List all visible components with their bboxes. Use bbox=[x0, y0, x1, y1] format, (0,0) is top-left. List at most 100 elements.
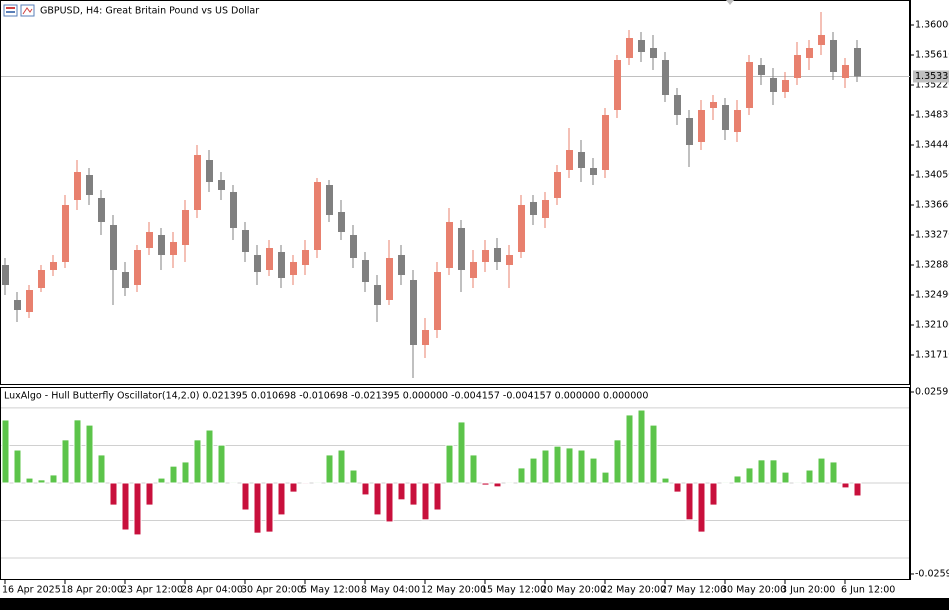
candle-body bbox=[50, 262, 57, 270]
candle-body bbox=[218, 180, 225, 190]
candle-body bbox=[206, 160, 213, 182]
histogram-bar bbox=[613, 439, 622, 484]
histogram-bar bbox=[61, 439, 70, 484]
x-tick-label: 8 May 04:00 bbox=[361, 585, 420, 596]
y-tick-label: 1.36000 bbox=[915, 20, 949, 31]
candle-body bbox=[590, 168, 597, 175]
histogram-bar bbox=[829, 461, 838, 484]
y-tick-label: 1.33660 bbox=[915, 200, 949, 211]
histogram-bar bbox=[625, 414, 634, 484]
histogram-bar bbox=[241, 482, 250, 511]
histogram-bar bbox=[481, 482, 490, 486]
histogram-bar bbox=[553, 445, 562, 484]
histogram-bar bbox=[73, 419, 82, 484]
histogram-bar bbox=[433, 482, 442, 511]
histogram-bar bbox=[769, 459, 778, 484]
candle-body bbox=[326, 185, 333, 215]
candle-body bbox=[650, 48, 657, 58]
candle-body bbox=[374, 285, 381, 305]
icon bbox=[20, 4, 35, 17]
histogram-bar bbox=[97, 454, 106, 484]
y-tick-label: 1.34050 bbox=[915, 170, 949, 181]
y-tick-label: 1.35610 bbox=[915, 50, 949, 61]
histogram-bar bbox=[817, 457, 826, 484]
histogram-bar bbox=[517, 467, 526, 484]
candle-body bbox=[62, 205, 69, 262]
histogram-bar bbox=[469, 454, 478, 484]
histogram-bar bbox=[397, 482, 406, 501]
histogram-bar bbox=[685, 482, 694, 521]
candle-body bbox=[170, 242, 177, 255]
y-tick-label: 1.34440 bbox=[915, 140, 949, 151]
candle-body bbox=[278, 252, 285, 278]
candle-body bbox=[638, 40, 645, 52]
histogram-bar bbox=[217, 444, 226, 484]
histogram-bar bbox=[589, 457, 598, 484]
histogram-bar bbox=[313, 481, 322, 484]
x-tick-label: 30 May 20:00 bbox=[721, 585, 786, 596]
x-tick-label: 20 May 20:00 bbox=[541, 585, 606, 596]
candle-body bbox=[698, 110, 705, 142]
candle-body bbox=[734, 110, 741, 132]
histogram-bar bbox=[577, 449, 586, 484]
shift-marker bbox=[726, 0, 734, 5]
icon bbox=[6, 11, 15, 13]
histogram-bar bbox=[253, 482, 262, 534]
histogram-bar bbox=[697, 482, 706, 533]
histogram-bar bbox=[121, 482, 130, 531]
candle-body bbox=[98, 198, 105, 222]
candle-body bbox=[350, 235, 357, 258]
x-tick-label: 16 Apr 2025 bbox=[2, 585, 61, 596]
histogram-bar bbox=[853, 482, 862, 497]
histogram-bar bbox=[457, 421, 466, 484]
price-pane-frame bbox=[0, 0, 910, 385]
histogram-bar bbox=[349, 469, 358, 484]
candle-body bbox=[686, 118, 693, 145]
histogram-bar bbox=[421, 482, 430, 521]
histogram-bar bbox=[757, 459, 766, 484]
candle-body bbox=[398, 255, 405, 275]
candle-body bbox=[302, 250, 309, 265]
candle-body bbox=[758, 65, 765, 75]
candle-body bbox=[626, 38, 633, 58]
candle-body bbox=[770, 78, 777, 92]
histogram-bar bbox=[721, 481, 730, 484]
histogram-bar bbox=[445, 444, 454, 484]
candle-body bbox=[434, 272, 441, 330]
candle-body bbox=[134, 250, 141, 285]
candle-body bbox=[266, 248, 273, 270]
oscillator-pane-frame bbox=[0, 387, 910, 580]
candle-body bbox=[554, 172, 561, 198]
candle-body bbox=[470, 262, 477, 278]
histogram-bar bbox=[673, 482, 682, 493]
histogram-bar bbox=[337, 449, 346, 484]
candle-body bbox=[854, 48, 861, 77]
histogram-bar bbox=[661, 477, 670, 484]
histogram-bar bbox=[409, 482, 418, 506]
x-tick-label: 22 May 20:00 bbox=[601, 585, 666, 596]
histogram-bar bbox=[265, 482, 274, 533]
symbol-icons bbox=[3, 4, 35, 17]
candle-body bbox=[782, 80, 789, 92]
y-tick-label: 1.31710 bbox=[915, 350, 949, 361]
histogram-bar bbox=[325, 454, 334, 484]
histogram-bar bbox=[289, 482, 298, 493]
x-tick-label: 15 May 12:00 bbox=[481, 585, 546, 596]
x-tick-label: 23 Apr 12:00 bbox=[121, 585, 183, 596]
y-tick-label: 1.34830 bbox=[915, 110, 949, 121]
histogram-bar bbox=[529, 457, 538, 484]
candle-body bbox=[14, 300, 21, 310]
histogram-bar bbox=[109, 482, 118, 506]
histogram-bar bbox=[37, 479, 46, 484]
histogram-bar bbox=[277, 482, 286, 516]
icon bbox=[3, 4, 18, 17]
histogram-bar bbox=[145, 482, 154, 506]
y-tick-label: 1.32880 bbox=[915, 260, 949, 271]
candle-body bbox=[482, 250, 489, 262]
candle-body bbox=[194, 155, 201, 210]
histogram-bar bbox=[361, 482, 370, 496]
histogram-bar bbox=[565, 447, 574, 484]
y-tick-label: 0.025933 bbox=[915, 387, 949, 398]
